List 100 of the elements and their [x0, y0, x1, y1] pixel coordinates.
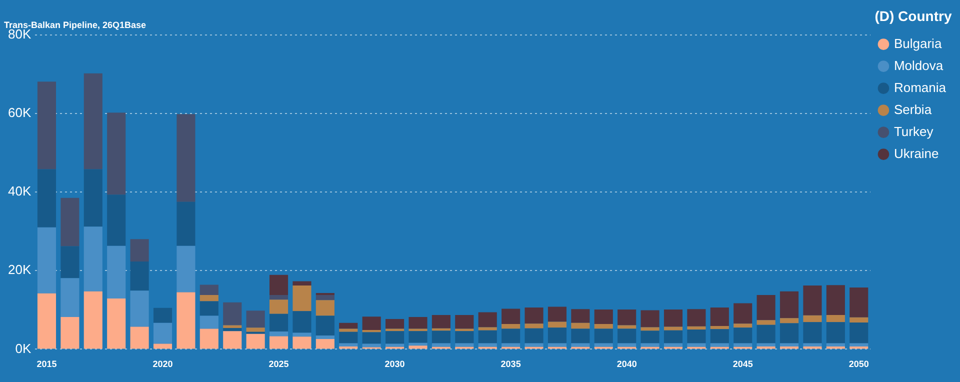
bar: [502, 308, 520, 324]
bar: [316, 316, 334, 336]
bar: [455, 343, 474, 347]
bar: [478, 327, 497, 330]
bar: [339, 322, 358, 329]
bar: [246, 310, 265, 328]
bar: [432, 315, 450, 328]
bar: [571, 309, 590, 323]
bar: [687, 326, 706, 330]
bar: [107, 246, 126, 299]
x-tick-label: 2035: [500, 359, 521, 370]
bar: [339, 328, 358, 332]
bar: [84, 169, 102, 227]
bar: [386, 318, 404, 329]
bar: [107, 194, 126, 246]
bar: [803, 343, 822, 346]
bar: [594, 310, 613, 324]
legend-label: Romania: [894, 80, 947, 95]
bar: [362, 330, 381, 332]
bar: [594, 328, 613, 344]
bar: [223, 325, 242, 328]
bar: [408, 316, 428, 329]
chart-title: Trans-Balkan Pipeline, 26Q1Base: [4, 20, 146, 30]
bar: [640, 330, 660, 344]
bar: [640, 310, 660, 328]
bar: [176, 292, 196, 349]
bar: [84, 73, 102, 170]
bar: [37, 169, 56, 228]
y-tick-label: 0K: [15, 340, 32, 356]
bar: [756, 294, 776, 320]
bar: [524, 324, 544, 328]
bar: [269, 314, 288, 332]
bar: [153, 322, 172, 344]
bar: [269, 336, 288, 349]
y-tick-label: 40K: [8, 184, 32, 199]
bar: [269, 300, 288, 314]
bar: [687, 343, 706, 347]
bar: [826, 322, 845, 344]
bar: [176, 202, 196, 246]
bar: [292, 336, 312, 349]
bar: [850, 288, 868, 318]
bar: [780, 323, 799, 344]
bar: [455, 315, 474, 329]
bar: [710, 329, 729, 344]
bar: [339, 332, 358, 344]
bar: [548, 322, 567, 328]
bar: [455, 331, 474, 344]
bar: [339, 343, 358, 346]
bar: [37, 82, 56, 170]
x-tick-label: 2040: [616, 359, 637, 370]
bar: [478, 343, 497, 347]
bar: [200, 316, 218, 329]
bar: [408, 346, 428, 349]
bar: [687, 330, 706, 344]
bar: [223, 302, 242, 326]
bar: [524, 343, 544, 347]
bar: [803, 322, 822, 344]
bar: [408, 331, 428, 343]
x-tick-label: 2025: [268, 359, 289, 370]
legend-label: Turkey: [894, 124, 934, 139]
bar: [571, 328, 590, 344]
bar: [803, 315, 822, 322]
bar: [316, 300, 334, 316]
legend-label: Bulgaria: [894, 36, 942, 51]
bar: [664, 343, 683, 347]
bar: [687, 309, 706, 326]
x-tick-label: 2020: [152, 359, 173, 370]
bar: [524, 308, 544, 324]
bar: [223, 328, 242, 332]
bar: [548, 306, 567, 322]
bar: [850, 317, 868, 322]
bar: [362, 344, 381, 348]
bar: [548, 343, 567, 347]
bar: [756, 320, 776, 325]
bar: [200, 284, 218, 295]
bar: [478, 312, 497, 328]
bar: [176, 114, 196, 202]
bar: [386, 331, 404, 344]
bar: [734, 303, 752, 324]
bar: [130, 326, 149, 349]
bar: [571, 322, 590, 329]
bar: [84, 226, 102, 292]
bar: [432, 330, 450, 344]
legend-title: (D) Country: [874, 8, 952, 24]
bar: [756, 343, 776, 346]
bar: [269, 332, 288, 336]
bar: [640, 327, 660, 331]
bar: [640, 343, 660, 347]
bar: [408, 342, 428, 346]
x-tick-label: 2030: [384, 359, 405, 370]
bar: [223, 331, 242, 349]
bar: [780, 291, 799, 318]
bar: [316, 338, 334, 349]
bar: [826, 343, 845, 346]
bar: [571, 343, 590, 347]
bar: [292, 332, 312, 337]
bar: [316, 335, 334, 339]
bar: [60, 316, 80, 349]
bar: [84, 291, 102, 349]
bar: [756, 324, 776, 344]
